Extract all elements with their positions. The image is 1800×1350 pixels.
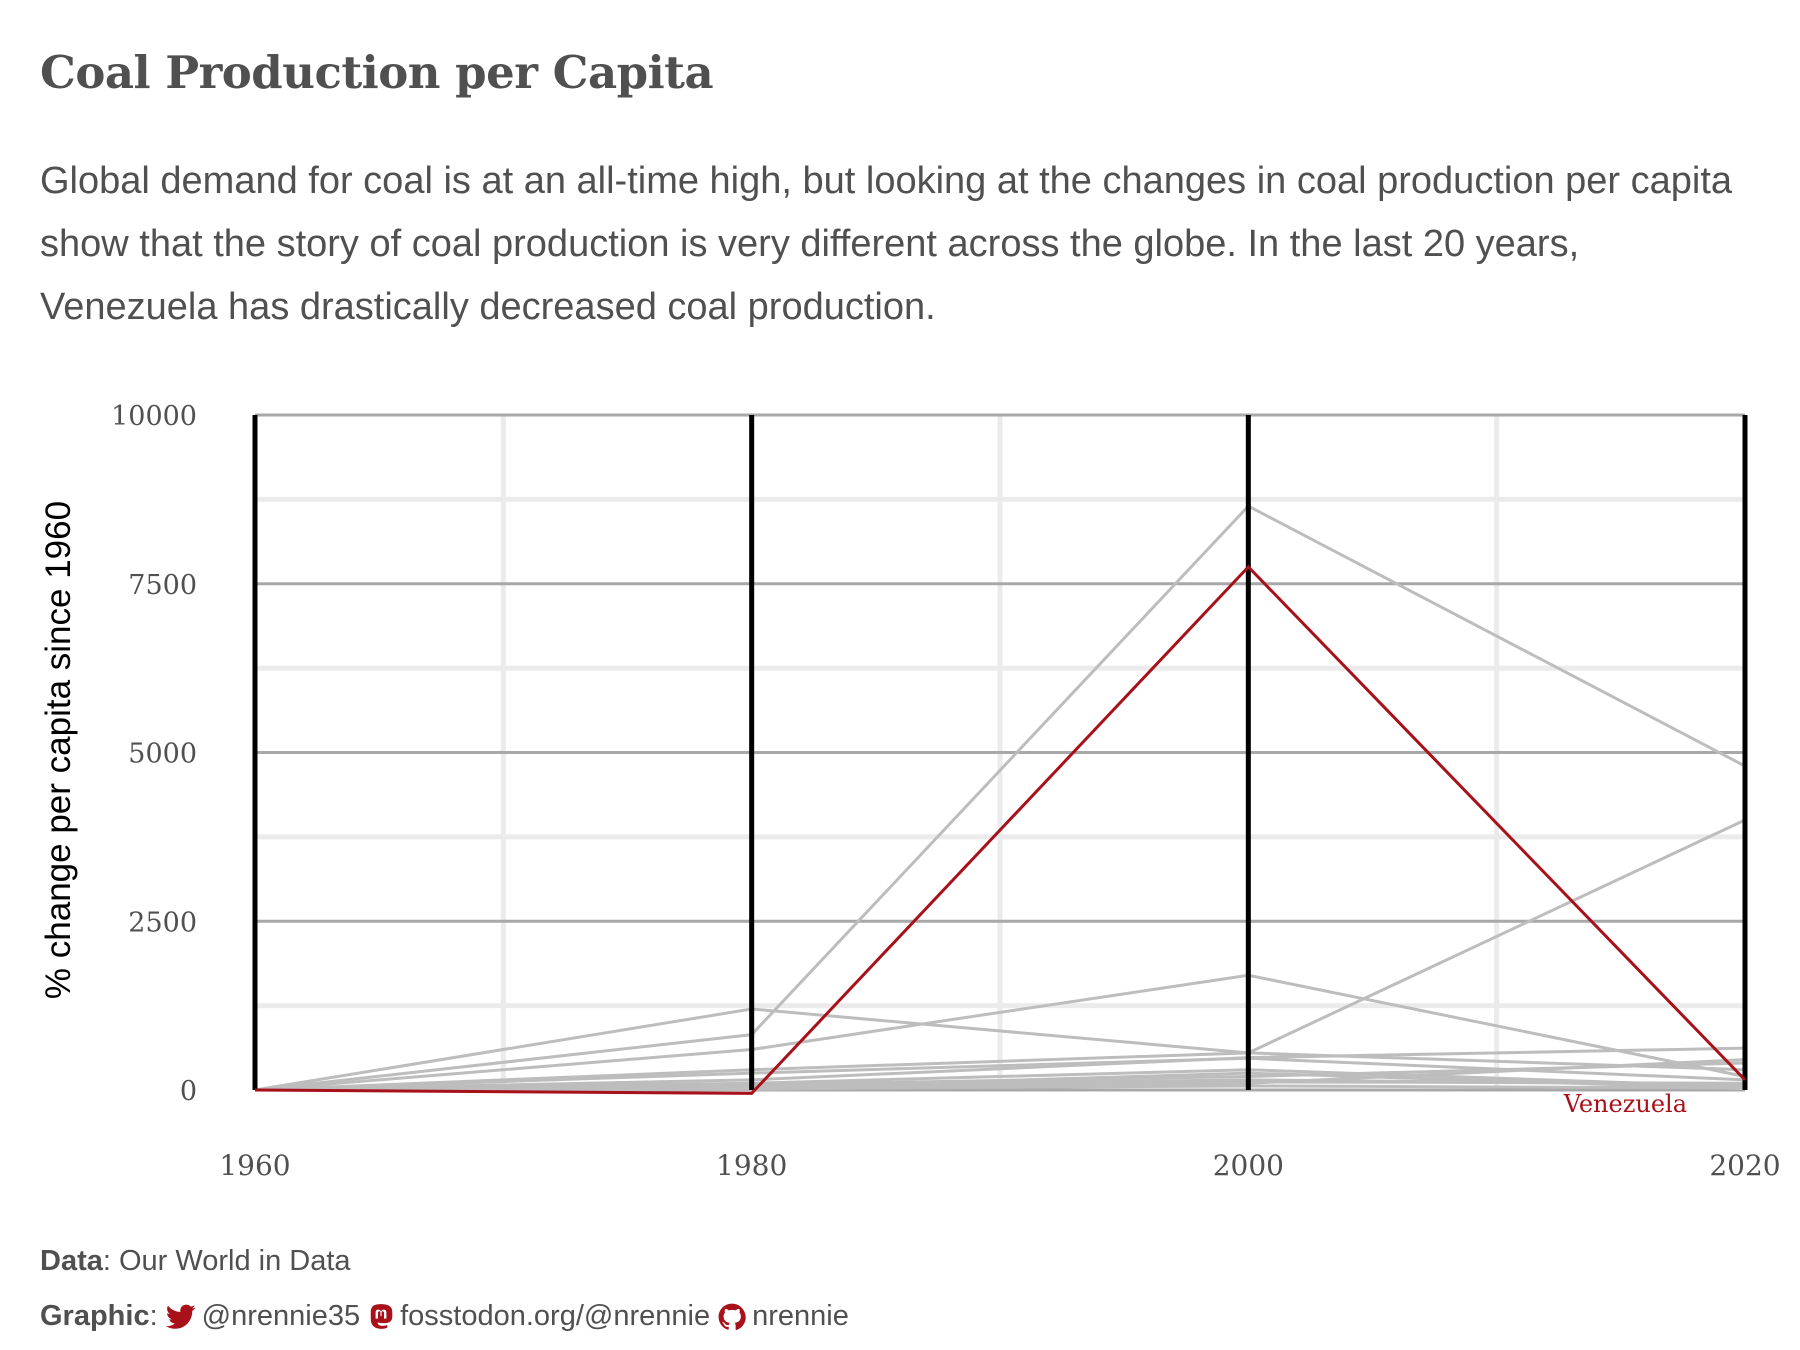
y-axis-label: % change per capita since 1960 [39, 501, 78, 999]
caption-data: Data: Our World in Data [40, 1245, 351, 1278]
y-tick-label: 10000 [111, 401, 197, 432]
y-tick-label: 7500 [128, 570, 197, 601]
mastodon-handle: fosstodon.org/@nrennie [400, 1300, 710, 1333]
mastodon-icon [368, 1303, 394, 1331]
x-tick-label: 1960 [219, 1149, 290, 1182]
chart-plot: 0 2500 5000 7500 10000 1960 1980 2000 2020 % ch… [0, 0, 1800, 1230]
caption-graphic-label: Graphic [40, 1300, 150, 1333]
github-handle: nrennie [752, 1300, 849, 1333]
twitter-handle: @nrennie35 [202, 1300, 360, 1333]
y-tick-label: 2500 [128, 907, 197, 938]
caption-graphic: Graphic: @nrennie35 fosstodon.org/@nrenn… [40, 1300, 849, 1333]
caption-data-source: : Our World in Data [103, 1245, 351, 1277]
github-icon [718, 1303, 746, 1331]
highlight-label: Venezuela [1563, 1090, 1687, 1118]
x-tick-labels: 1960 1980 2000 2020 [219, 1149, 1780, 1182]
y-tick-label: 5000 [128, 739, 197, 770]
x-tick-label: 2000 [1213, 1149, 1284, 1182]
twitter-icon [166, 1304, 196, 1330]
x-tick-label: 1980 [716, 1149, 787, 1182]
y-tick-label: 0 [180, 1076, 197, 1107]
x-tick-label: 2020 [1709, 1149, 1780, 1182]
y-tick-labels: 0 2500 5000 7500 10000 [111, 401, 197, 1107]
caption-data-label: Data [40, 1245, 103, 1277]
